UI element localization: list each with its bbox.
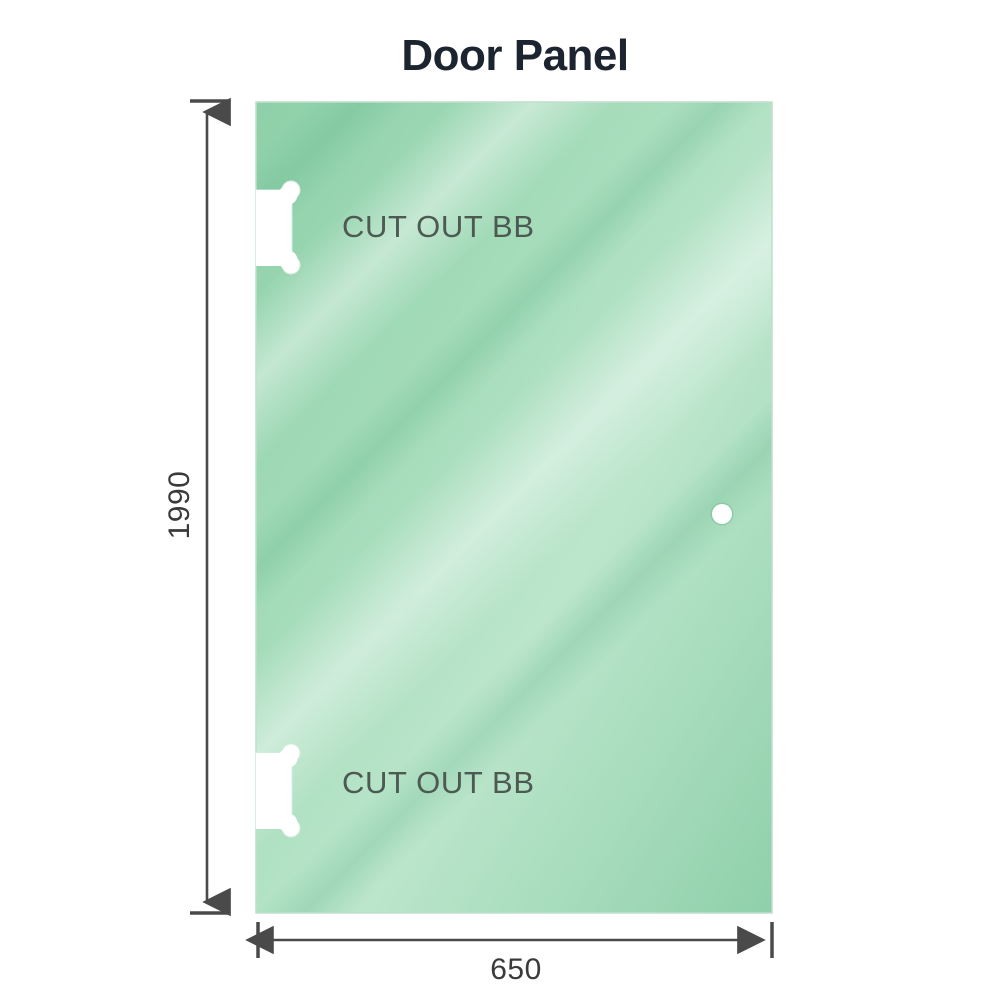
cutout-top (255, 180, 301, 275)
cutout-bottom-label: CUT OUT BB (342, 765, 535, 800)
page-title: Door Panel (401, 31, 629, 80)
cutout-bottom (255, 743, 301, 838)
dimension-width-label: 650 (490, 953, 542, 986)
dimension-height (190, 97, 231, 917)
cutout-top-label: CUT OUT BB (342, 209, 535, 244)
dimension-height-label: 1990 (163, 470, 196, 540)
handle-hole-icon (710, 502, 734, 526)
dimension-width (245, 922, 774, 958)
